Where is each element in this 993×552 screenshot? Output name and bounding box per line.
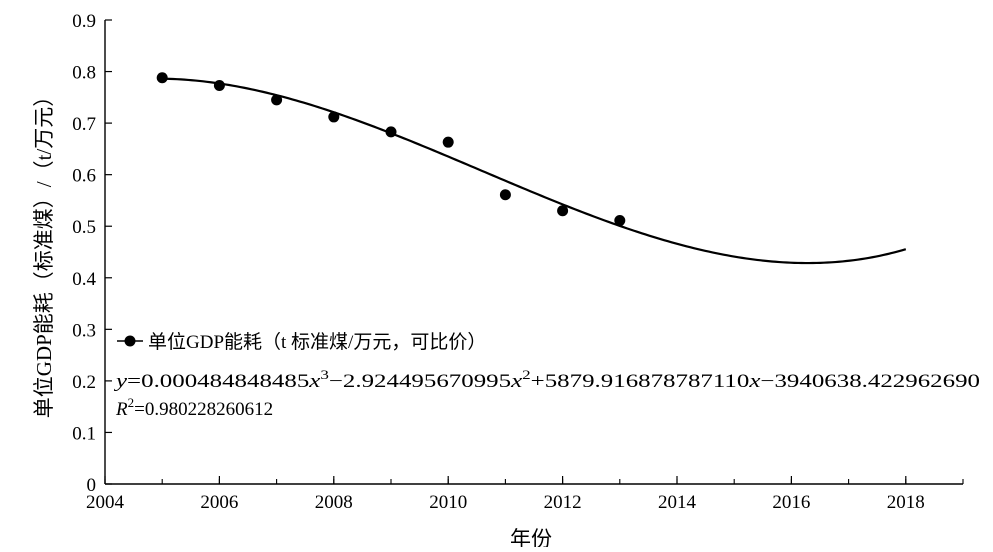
data-point xyxy=(614,215,626,227)
legend-marker-icon xyxy=(124,335,136,347)
data-point xyxy=(442,136,454,148)
eq-x-var: x xyxy=(510,371,523,392)
y-tick-label: 0.8 xyxy=(72,63,96,84)
r2-value: =0.980228260612 xyxy=(134,399,273,420)
y-tick-label: 0.3 xyxy=(72,320,96,341)
eq-coef-3: =0.000484848485 xyxy=(127,371,309,392)
legend: 单位GDP能耗（t 标准煤/万元，可比价） xyxy=(117,331,486,353)
eq-x-var: x xyxy=(308,371,321,392)
eq-exp-3: 3 xyxy=(320,367,329,382)
data-point xyxy=(499,189,511,201)
y-tick-label: 0.9 xyxy=(72,11,96,32)
y-tick-label: 0.4 xyxy=(72,269,96,290)
trendline-equation: y =0.000484848485 x 3 −2.924495670995 x 2 +5879… xyxy=(113,367,980,392)
axes: 0 0.1 0.2 0.3 0.4 0.5 0.6 0.7 0.8 0.9 2004 2006 2008… xyxy=(72,11,964,513)
eq-exp-2: 2 xyxy=(522,367,531,382)
eq-x-var: x xyxy=(748,371,761,392)
x-tick-label: 2008 xyxy=(315,492,353,513)
x-tick-label: 2006 xyxy=(200,492,238,513)
data-point xyxy=(213,79,225,91)
eq-coef-2: −2.924495670995 xyxy=(329,371,511,392)
data-point xyxy=(385,126,397,138)
x-tick-label: 2004 xyxy=(86,492,125,513)
trendline-layer xyxy=(162,77,907,265)
y-tick-label: 0.2 xyxy=(72,372,96,393)
x-tick-label: 2010 xyxy=(429,492,467,513)
y-axis-title: 单位GDP能耗（标准煤）/（t/万元） xyxy=(32,86,56,419)
x-tick-label: 2014 xyxy=(658,492,697,513)
r-squared-label: R2=0.980228260612 xyxy=(115,395,273,420)
y-tick-label: 0.1 xyxy=(72,423,96,444)
polynomial-trendline xyxy=(162,77,907,265)
y-tick-label: 0.6 xyxy=(72,166,96,187)
x-tick-label: 2018 xyxy=(887,492,925,513)
x-axis-title: 年份 xyxy=(510,527,552,547)
y-tick-label: 0.7 xyxy=(72,114,96,135)
r2-var: R xyxy=(115,399,128,420)
y-tick-label: 0 xyxy=(87,475,97,496)
data-points-layer xyxy=(156,72,626,227)
eq-const: −3940638.422962690 xyxy=(760,371,980,392)
x-tick-label: 2012 xyxy=(544,492,582,513)
eq-y-var: y xyxy=(113,371,127,392)
x-tick-label: 2016 xyxy=(772,492,810,513)
data-point xyxy=(328,111,340,123)
r2-exp: 2 xyxy=(128,395,135,410)
data-point xyxy=(557,205,569,217)
eq-coef-1: +5879.916878787110 xyxy=(531,371,750,392)
y-tick-label: 0.5 xyxy=(72,217,96,238)
data-point xyxy=(271,94,283,106)
legend-label: 单位GDP能耗（t 标准煤/万元，可比价） xyxy=(148,331,486,353)
data-point xyxy=(156,72,168,84)
